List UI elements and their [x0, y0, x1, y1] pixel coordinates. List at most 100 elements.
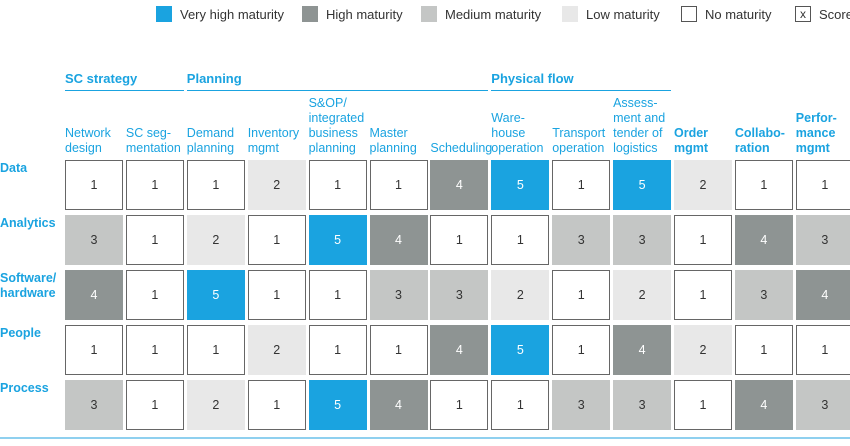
heatmap-cell: 4: [65, 270, 123, 320]
column-header: Network design: [65, 126, 111, 155]
legend-swatch: [156, 6, 172, 22]
heatmap-cell: 1: [186, 325, 245, 375]
heatmap-cell: 5: [308, 380, 367, 430]
heatmap-cell: 2: [186, 380, 245, 430]
legend-item: Medium maturity: [421, 6, 541, 22]
column-header: Assess-ment and tender of logistics: [613, 96, 666, 155]
heatmap-cell: 1: [65, 325, 123, 375]
column-header: SC seg-mentation: [125, 126, 181, 155]
column-header: Collabo-ration: [734, 126, 785, 155]
legend-item: Very high maturity: [156, 6, 284, 22]
heatmap-cell: 1: [247, 215, 306, 265]
heatmap-cell: 1: [308, 160, 367, 210]
heatmap-cell: 1: [552, 160, 611, 210]
group-label: Physical flow: [491, 71, 574, 86]
heatmap-cell: 1: [734, 160, 793, 210]
heatmap-cell: 3: [369, 270, 428, 320]
legend-swatch: [681, 6, 697, 22]
legend-item: Low maturity: [562, 6, 660, 22]
heatmap-cell: 1: [491, 215, 550, 265]
legend-label: Low maturity: [586, 6, 660, 22]
legend-swatch: [421, 6, 437, 22]
heatmap-cell: 4: [734, 380, 793, 430]
heatmap-cell: 3: [430, 270, 489, 320]
heatmap-cell: 3: [734, 270, 793, 320]
heatmap-cell: 4: [795, 270, 850, 320]
heatmap-cell: 4: [369, 380, 428, 430]
heatmap-cell: 2: [613, 270, 672, 320]
heatmap-cell: 1: [674, 270, 732, 320]
heatmap-cell: 1: [491, 380, 550, 430]
heatmap-cell: 1: [734, 325, 793, 375]
heatmap-cell: 4: [613, 325, 672, 375]
column-header: Ware-house operation: [491, 111, 544, 155]
heatmap-cell: 1: [552, 325, 611, 375]
heatmap-cell: 3: [65, 215, 123, 265]
heatmap-cell: 3: [795, 380, 850, 430]
row-label: Software/hardware: [0, 271, 57, 300]
column-header: S&OP/integrated business planning: [308, 96, 365, 155]
heatmap-cell: 5: [186, 270, 245, 320]
heatmap-cell: 1: [552, 270, 611, 320]
legend-label: Medium maturity: [445, 6, 542, 22]
heatmap-cell: 1: [369, 325, 428, 375]
heatmap-cell: 1: [795, 325, 850, 375]
column-header: Demand planning: [186, 126, 235, 155]
group-divider: [491, 90, 672, 91]
column-header: Scheduling: [430, 141, 493, 155]
heatmap-cell: 4: [430, 325, 489, 375]
heatmap-cell: 1: [430, 215, 489, 265]
column-header: Order mgmt: [674, 126, 709, 155]
legend-item: No maturity: [681, 6, 771, 22]
group-divider: [65, 90, 184, 91]
legend-swatch: [302, 6, 318, 22]
heatmap-cell: 3: [552, 215, 611, 265]
heatmap-cell: 5: [491, 160, 550, 210]
column-header: Master planning: [369, 126, 417, 155]
heatmap-cell: 4: [430, 160, 489, 210]
heatmap-cell: 1: [369, 160, 428, 210]
row-label: Data: [0, 161, 28, 175]
heatmap-cell: 1: [125, 215, 184, 265]
heatmap-cell: 2: [491, 270, 550, 320]
heatmap-cell: 4: [369, 215, 428, 265]
heatmap-cell: 2: [247, 160, 306, 210]
legend-swatch: x: [795, 6, 811, 22]
group-divider: [186, 90, 489, 91]
heatmap-cell: 1: [430, 380, 489, 430]
row-label: Analytics: [0, 216, 56, 230]
group-label: SC strategy: [65, 71, 138, 86]
heatmap-cell: 1: [308, 270, 367, 320]
legend-swatch: [562, 6, 578, 22]
bottom-divider: [0, 437, 850, 439]
heatmap-cell: 1: [65, 160, 123, 210]
heatmap-cell: 5: [491, 325, 550, 375]
heatmap-cell: 3: [65, 380, 123, 430]
group-label: Planning: [186, 71, 242, 86]
heatmap-cell: 5: [613, 160, 672, 210]
legend-label: High maturity: [326, 6, 403, 22]
heatmap-cell: 3: [795, 215, 850, 265]
heatmap-cell: 1: [125, 325, 184, 375]
legend-label: Very high maturity: [180, 6, 285, 22]
heatmap-cell: 1: [247, 270, 306, 320]
legend-item: High maturity: [302, 6, 403, 22]
heatmap-cell: 1: [186, 160, 245, 210]
heatmap-cell: 1: [125, 270, 184, 320]
heatmap-cell: 2: [186, 215, 245, 265]
heatmap-cell: 3: [552, 380, 611, 430]
heatmap-cell: 1: [125, 380, 184, 430]
heatmap-cell: 1: [125, 160, 184, 210]
heatmap-cell: 3: [613, 215, 672, 265]
column-header: Inventory mgmt: [247, 126, 300, 155]
legend-item: x Score: [795, 6, 850, 22]
heatmap-cell: 2: [247, 325, 306, 375]
row-label: Process: [0, 381, 49, 395]
heatmap-cell: 4: [734, 215, 793, 265]
heatmap-cell: 3: [613, 380, 672, 430]
heatmap-cell: 1: [795, 160, 850, 210]
heatmap-cell: 1: [674, 215, 732, 265]
heatmap-cell: 2: [674, 325, 732, 375]
legend-label: No maturity: [705, 6, 772, 22]
heatmap-cell: 1: [247, 380, 306, 430]
